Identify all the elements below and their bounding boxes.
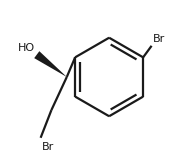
Polygon shape <box>34 51 67 77</box>
Text: Br: Br <box>42 142 54 152</box>
Text: HO: HO <box>18 43 35 53</box>
Text: Br: Br <box>153 34 165 44</box>
